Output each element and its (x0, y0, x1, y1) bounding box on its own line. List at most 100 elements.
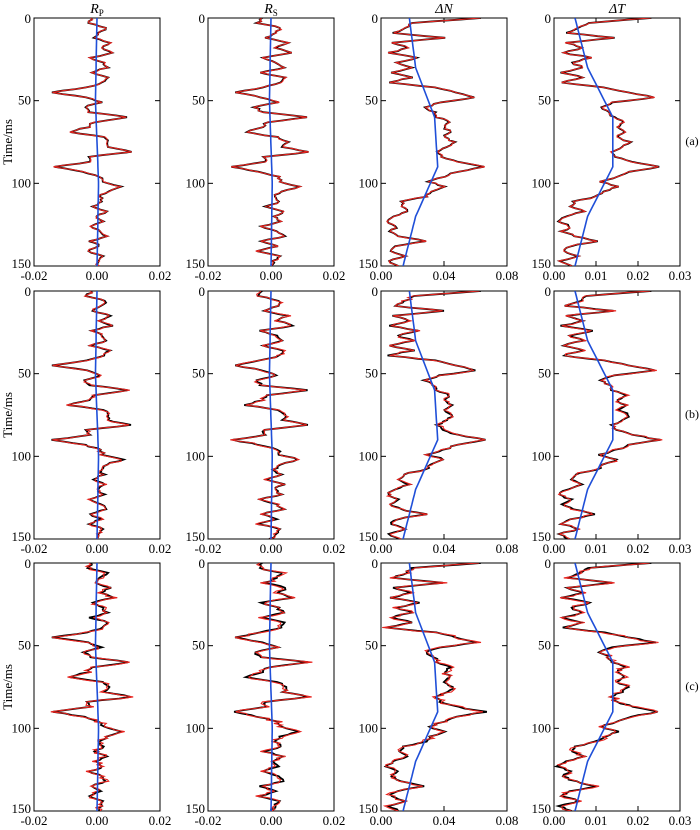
x-tick-label: 0.01 (585, 268, 608, 283)
y-tick-label: 50 (192, 366, 205, 381)
series-initial-model-line (268, 18, 274, 266)
y-tick-label: 150 (532, 801, 552, 816)
x-tick-label: 0.00 (86, 813, 109, 828)
plot-frame (553, 290, 681, 540)
series-initial-model-line (94, 563, 100, 811)
x-tick-label: 0.03 (669, 541, 692, 556)
x-tick-label: 0.04 (433, 541, 456, 556)
y-tick-label: 100 (532, 175, 552, 190)
y-tick-label: 150 (532, 529, 552, 544)
series-inversion-line (557, 291, 663, 539)
y-tick-label: 0 (199, 11, 206, 26)
y-tick-label: 150 (359, 529, 379, 544)
series-initial-model-line (402, 291, 439, 539)
x-tick-label: -0.02 (194, 813, 221, 828)
y-tick-label: 150 (12, 801, 32, 816)
y-tick-label: 50 (365, 638, 378, 653)
x-tick-label: 0.01 (585, 813, 608, 828)
y-axis-label: Time/ms (0, 119, 15, 165)
panel-rs-row-1: 0 50 100 150-0.02 0.00 0.02 (186, 284, 346, 556)
x-tick-label: 0.00 (86, 541, 109, 556)
series-inversion-line (230, 291, 308, 539)
series-inversion-line (382, 563, 483, 811)
y-tick-label: 150 (12, 529, 32, 544)
x-tick-label: 0.01 (585, 541, 608, 556)
x-tick-label: 0.02 (627, 813, 650, 828)
x-tick-label: 0.02 (149, 268, 172, 283)
column-title-rp: RP (89, 2, 104, 18)
y-axis-label: Time/ms (0, 392, 15, 438)
series-inversion-line (556, 563, 659, 811)
x-tick-label: 0.00 (260, 541, 283, 556)
y-tick-label: 50 (18, 93, 31, 108)
y-tick-label: 100 (186, 720, 206, 735)
x-tick-label: 0.04 (433, 813, 456, 828)
y-tick-label: 100 (186, 448, 206, 463)
x-tick-label: 0.08 (496, 541, 519, 556)
y-tick-label: 0 (199, 284, 206, 299)
x-tick-label: -0.02 (20, 268, 47, 283)
y-tick-label: 150 (186, 529, 206, 544)
series-inversion-line (386, 18, 485, 266)
x-tick-label: 0.00 (543, 813, 566, 828)
y-tick-label: 50 (538, 638, 551, 653)
series-true-model-line (51, 291, 132, 539)
series-true-model-line (383, 563, 488, 811)
panel-rs-row-0: 0 50 100 150-0.02 0.00 0.02 (186, 11, 346, 283)
y-tick-label: 150 (532, 256, 552, 271)
panel-rs-row-2: 0 50 100 150-0.02 0.00 0.02 (186, 556, 346, 828)
y-tick-label: 0 (545, 284, 552, 299)
plot-frame (380, 562, 508, 812)
column-title-rs: RS (263, 2, 278, 18)
x-tick-label: 0.02 (323, 268, 346, 283)
x-tick-label: 0.00 (370, 541, 393, 556)
panel-rp-row-2: 0 50 100 150-0.02 0.00 0.02 (12, 556, 172, 828)
column-title-subscript-rs: S (273, 8, 278, 18)
y-axis-label: Time/ms (0, 664, 15, 710)
series-initial-model-line (574, 291, 614, 539)
x-tick-label: 0.00 (370, 268, 393, 283)
y-tick-label: 150 (359, 256, 379, 271)
plot-frame (553, 562, 681, 812)
x-tick-label: -0.02 (194, 541, 221, 556)
y-tick-label: 0 (199, 556, 206, 571)
y-tick-label: 0 (25, 284, 32, 299)
y-tick-label: 0 (372, 11, 379, 26)
x-tick-label: 0.00 (543, 541, 566, 556)
y-tick-label: 0 (372, 284, 379, 299)
y-tick-label: 100 (359, 720, 379, 735)
y-tick-label: 50 (538, 93, 551, 108)
x-tick-label: -0.02 (20, 813, 47, 828)
column-title-dt: ΔT (608, 2, 626, 17)
x-tick-label: 0.00 (543, 268, 566, 283)
series-initial-model-line (268, 563, 274, 811)
y-tick-label: 150 (12, 256, 32, 271)
y-tick-label: 100 (12, 448, 32, 463)
y-tick-label: 50 (365, 93, 378, 108)
x-tick-label: 0.02 (627, 541, 650, 556)
row-label: (c) (685, 679, 698, 693)
x-tick-label: -0.02 (194, 268, 221, 283)
series-initial-model-line (268, 291, 274, 539)
y-tick-label: 50 (538, 366, 551, 381)
series-initial-model-line (574, 563, 614, 811)
y-tick-label: 100 (359, 175, 379, 190)
x-tick-label: 0.08 (496, 268, 519, 283)
y-tick-label: 0 (545, 11, 552, 26)
x-tick-label: 0.00 (260, 813, 283, 828)
series-initial-model-line (94, 291, 100, 539)
y-tick-label: 100 (12, 720, 32, 735)
y-tick-label: 100 (12, 175, 32, 190)
y-tick-label: 50 (192, 638, 205, 653)
series-initial-model-line (94, 18, 100, 266)
x-tick-label: 0.03 (669, 813, 692, 828)
plot-frame (553, 17, 681, 267)
y-tick-label: 100 (532, 448, 552, 463)
